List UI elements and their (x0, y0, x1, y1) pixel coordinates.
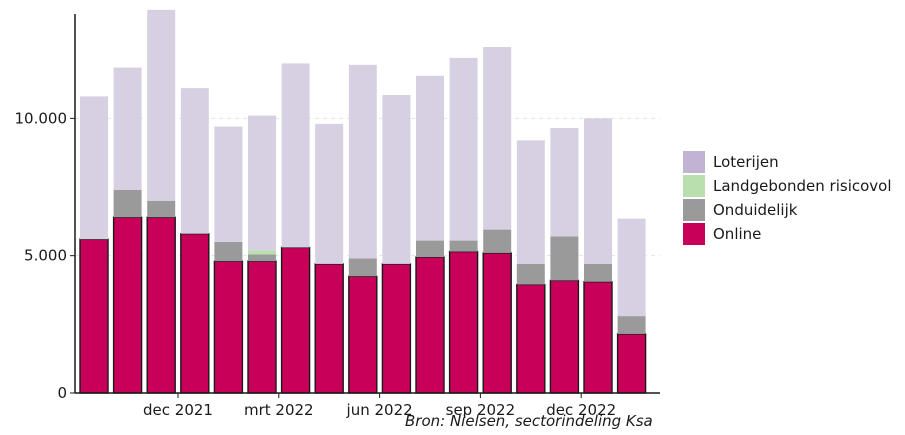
bar-segment-loterijen (416, 75, 444, 241)
bar-segment-online (112, 216, 143, 394)
bar-segment-loterijen (214, 126, 243, 242)
y-tick-label: 0 (57, 384, 67, 402)
bar-segment-online (280, 246, 311, 394)
legend-swatch (683, 223, 705, 245)
bar-segment-onduidelijk (617, 316, 646, 334)
bar-segment-online (482, 252, 512, 394)
bar-segment-online (415, 256, 445, 394)
legend-label: Online (713, 225, 762, 243)
bar-segment-loterijen (315, 123, 344, 264)
legend-item-onduidelijk: Onduidelijk (683, 198, 892, 222)
bar-segment-loterijen (80, 96, 108, 240)
bar-segment-loterijen (348, 64, 377, 259)
legend-label: Onduidelijk (713, 201, 798, 219)
x-tick-label: dec 2021 (143, 401, 213, 419)
legend-item-online: Online (683, 222, 892, 246)
y-tick-label: 10.000 (15, 109, 68, 127)
bar-segment-online (516, 283, 546, 394)
bar-segment-onduidelijk (113, 189, 142, 218)
bar-segment-loterijen (281, 63, 310, 248)
legend-item-loterijen: Loterijen (683, 150, 892, 174)
bars (79, 9, 647, 394)
legend-swatch (683, 151, 705, 173)
bar-segment-online (616, 333, 647, 394)
bar-segment-online (146, 216, 176, 394)
y-tick-label: 5.000 (24, 247, 67, 265)
bar-segment-online (348, 275, 378, 394)
bar-segment-onduidelijk (416, 240, 444, 258)
legend: Loterijen Landgebonden risicovol Onduideli… (683, 150, 892, 246)
axes (74, 14, 660, 394)
bar-segment-onduidelijk (214, 241, 243, 262)
legend-label: Loterijen (713, 153, 779, 171)
bar-segment-loterijen (584, 118, 612, 264)
bar-segment-online (448, 250, 479, 394)
bar-segment-loterijen (382, 95, 411, 264)
bar-segment-loterijen (483, 46, 512, 230)
source-note: Bron: Nielsen, sectorindeling Ksa (405, 412, 653, 430)
y-tick-labels: 0 5.000 10.000 (15, 109, 75, 402)
bar-segment-loterijen (180, 88, 209, 234)
x-tick-label: sep 2022 (446, 401, 516, 419)
x-tick-labels: dec 2021 mrt 2022 jun 2022 sep 2022 dec 2022 (143, 393, 616, 419)
x-tick-label: mrt 2022 (244, 401, 314, 419)
bar-segment-online (583, 281, 613, 394)
bar-segment-onduidelijk (516, 263, 545, 285)
legend-label: Landgebonden risicovol (713, 177, 892, 195)
bar-segment-online (314, 263, 344, 394)
bar-segment-loterijen (147, 9, 176, 201)
bar-segment-online (549, 279, 580, 394)
bar-segment-landgebonden-risicovol (248, 250, 276, 255)
bar-segment-onduidelijk (348, 258, 377, 277)
bar-segment-online (180, 233, 210, 394)
legend-item-landgebonden-risicovol: Landgebonden risicovol (683, 174, 892, 198)
bar-segment-loterijen (617, 218, 646, 317)
x-tick-label: dec 2022 (546, 401, 616, 419)
bar-segment-loterijen (516, 140, 545, 264)
legend-swatch (683, 175, 705, 197)
bar-segment-onduidelijk (483, 229, 512, 253)
x-tick-label: jun 2022 (346, 401, 413, 419)
bar-segment-onduidelijk (449, 240, 478, 252)
bar-segment-online (79, 238, 109, 394)
bar-segment-loterijen (113, 67, 142, 190)
bar-segment-loterijen (550, 127, 579, 237)
bar-segment-onduidelijk (584, 263, 612, 282)
legend-swatch (683, 199, 705, 221)
bar-segment-online (247, 260, 277, 394)
bar-segment-loterijen (248, 115, 276, 251)
bar-segment-online (213, 260, 244, 394)
bar-segment-onduidelijk (147, 200, 176, 218)
bar-segment-online (381, 263, 412, 394)
bar-segment-onduidelijk (550, 236, 579, 281)
bar-segment-onduidelijk (248, 254, 276, 262)
bar-segment-loterijen (449, 57, 478, 241)
